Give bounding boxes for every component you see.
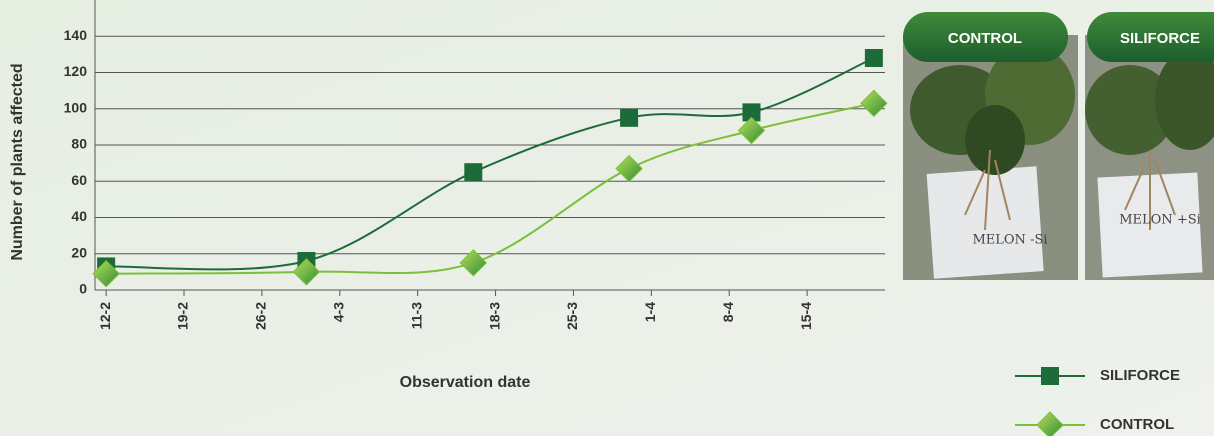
x-tick-label: 4-3 bbox=[330, 302, 346, 322]
photo-caption: MELON +Si bbox=[1119, 213, 1201, 228]
photo-label: CONTROL bbox=[948, 30, 1022, 47]
y-tick-label: 20 bbox=[71, 244, 87, 260]
x-tick-label: 15-4 bbox=[798, 302, 814, 330]
legend-label: CONTROL bbox=[1100, 416, 1174, 433]
x-tick-label: 26-2 bbox=[253, 302, 269, 330]
x-tick-label: 8-4 bbox=[720, 302, 736, 322]
legend-label: SILIFORCE bbox=[1100, 367, 1180, 384]
y-tick-label: 120 bbox=[64, 63, 88, 79]
y-tick-label: 60 bbox=[71, 172, 87, 188]
photo-label: SILIFORCE bbox=[1120, 30, 1200, 47]
x-axis-label: Observation date bbox=[400, 374, 531, 391]
data-point bbox=[464, 163, 482, 181]
x-tick-label: 18-3 bbox=[486, 302, 502, 330]
photo-caption: MELON -Si bbox=[972, 233, 1047, 248]
photo-siliforce bbox=[1085, 35, 1214, 280]
x-tick-label: 19-2 bbox=[175, 302, 191, 330]
y-tick-label: 0 bbox=[79, 281, 87, 297]
x-tick-label: 12-2 bbox=[97, 302, 113, 330]
x-tick-label: 11-3 bbox=[408, 302, 424, 329]
chart: Number of plants affected Observation da… bbox=[0, 0, 1214, 436]
y-axis-label: Number of plants affected bbox=[9, 63, 26, 260]
data-point bbox=[865, 49, 883, 67]
x-tick-label: 25-3 bbox=[564, 302, 580, 330]
y-tick-label: 100 bbox=[64, 99, 88, 115]
y-tick-label: 140 bbox=[64, 27, 88, 43]
data-point bbox=[620, 109, 638, 127]
x-tick-label: 1-4 bbox=[642, 302, 658, 322]
y-tick-label: 80 bbox=[71, 136, 87, 152]
legend-marker bbox=[1041, 367, 1059, 385]
y-tick-label: 40 bbox=[71, 208, 87, 224]
